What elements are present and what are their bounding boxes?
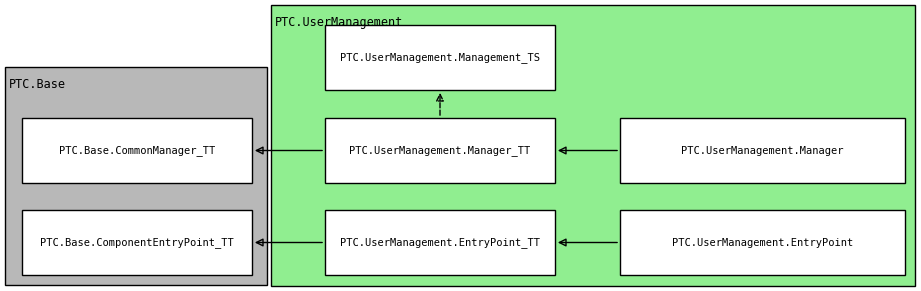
Bar: [325, 118, 555, 183]
Bar: [22, 118, 252, 183]
Bar: [325, 210, 555, 275]
Bar: [325, 25, 555, 90]
Text: PTC.UserManagement.Management_TS: PTC.UserManagement.Management_TS: [340, 52, 540, 63]
Text: PTC.UserManagement.Manager_TT: PTC.UserManagement.Manager_TT: [349, 145, 530, 156]
Bar: [22, 210, 252, 275]
Text: PTC.Base: PTC.Base: [9, 78, 66, 91]
Bar: [620, 118, 905, 183]
Bar: [271, 5, 915, 286]
Text: PTC.Base.CommonManager_TT: PTC.Base.CommonManager_TT: [59, 145, 216, 156]
Text: PTC.UserManagement.EntryPoint_TT: PTC.UserManagement.EntryPoint_TT: [340, 237, 540, 248]
Bar: [620, 210, 905, 275]
Bar: [5, 67, 267, 285]
Text: PTC.UserManagement: PTC.UserManagement: [275, 16, 403, 29]
Text: PTC.UserManagement.Manager: PTC.UserManagement.Manager: [682, 146, 844, 155]
Text: PTC.Base.ComponentEntryPoint_TT: PTC.Base.ComponentEntryPoint_TT: [41, 237, 234, 248]
Text: PTC.UserManagement.EntryPoint: PTC.UserManagement.EntryPoint: [672, 237, 853, 248]
